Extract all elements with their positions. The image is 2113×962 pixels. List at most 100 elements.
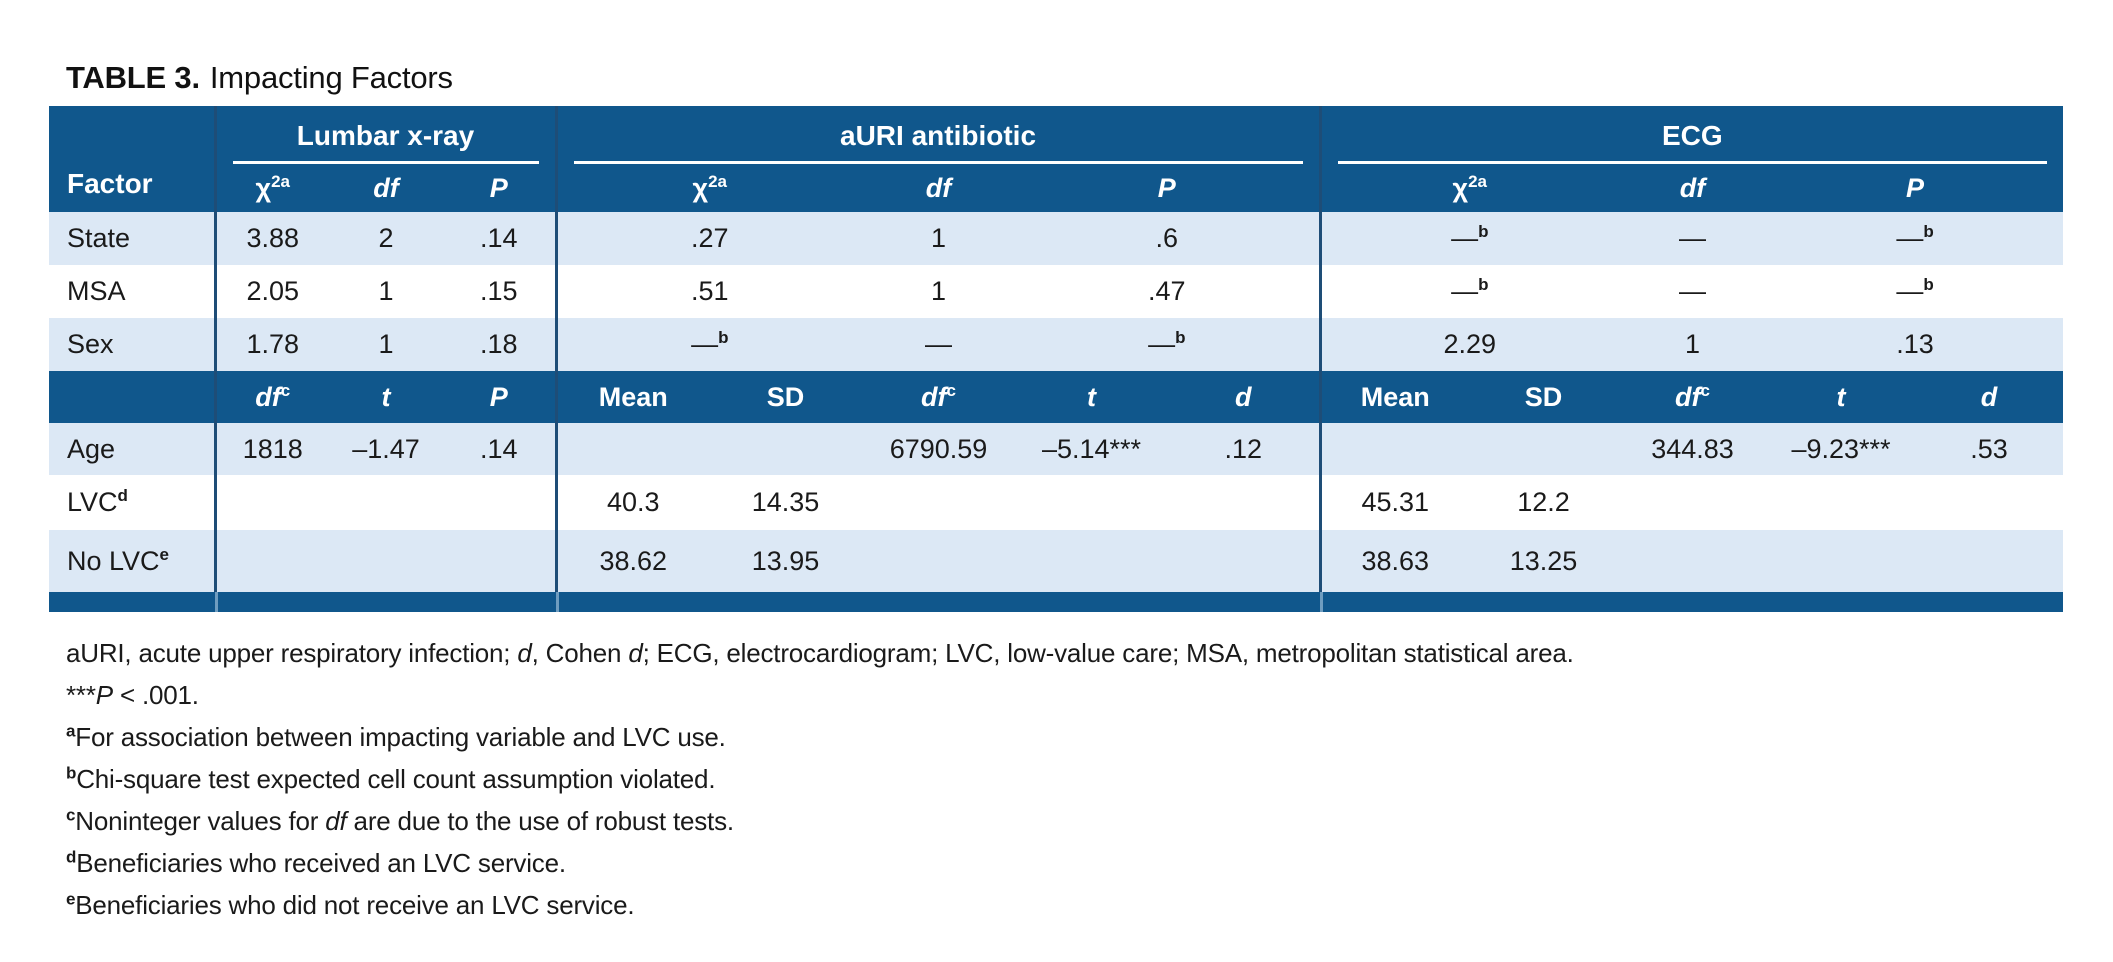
footnote-d: dBeneficiaries who received an LVC servi… (66, 848, 1574, 878)
table-cell (1318, 423, 1470, 475)
header-text: df (921, 381, 947, 412)
column-header-p: P (443, 371, 557, 423)
table-cell: 344.83 (1618, 423, 1768, 475)
table-row-sex: Sex 1.78 1 .18 —b — —b 2.29 1 .13 (49, 318, 2064, 371)
row-label-sex: Sex (49, 318, 215, 371)
superscript: 2a (1468, 171, 1487, 191)
table-cell: –5.14*** (1015, 423, 1169, 475)
table-cell: 1 (329, 265, 443, 318)
row-label-state: State (49, 212, 215, 265)
cell-text: Age (67, 433, 116, 464)
superscript: c (946, 380, 956, 400)
footnote-text: Beneficiaries who did not receive an LVC… (75, 890, 635, 920)
table-cell (1168, 530, 1321, 592)
chi-symbol: χ (1452, 172, 1469, 203)
table-cell (1767, 530, 1916, 592)
table-cell (1618, 475, 1768, 530)
cell-text: .47 (1147, 276, 1186, 306)
table-cell: .51 (554, 265, 863, 318)
table-cell: —b (1318, 265, 1619, 318)
cell-text: .51 (690, 276, 729, 306)
group-header-ecg: ECG (1318, 106, 2064, 164)
superscript: c (1700, 380, 1710, 400)
table-cell (1469, 423, 1619, 475)
table-cell: .53 (1915, 423, 2064, 475)
table-cell: .6 (1015, 212, 1321, 265)
table-cell: 2 (329, 212, 443, 265)
table-cell: 45.31 (1318, 475, 1470, 530)
table-row-state: State 3.88 2 .14 .27 1 .6 —b — —b (49, 212, 2064, 265)
header-text: df (1675, 381, 1701, 412)
footnote-text: Noninteger values for (75, 806, 326, 836)
column-header-d: d (1915, 371, 2064, 423)
table-row-no-lvc: No LVCe 38.62 13.95 38.63 13.25 (49, 530, 2064, 592)
footnote-marker: e (66, 889, 76, 909)
footnote-marker: a (66, 721, 76, 741)
column-header-chi2: χ2a (213, 164, 329, 212)
column-header-chi2: χ2a (1318, 164, 1619, 212)
column-header-p: P (1015, 164, 1321, 212)
cell-text: — (1451, 223, 1479, 253)
superscript: b (1478, 222, 1489, 241)
group-header-auri-antibiotic: aURI antibiotic (554, 106, 1321, 164)
stat-header-row: χ2a df P χ2a df P χ2a df P (49, 164, 2064, 212)
table-row-age: Age 1818 –1.47 .14 6790.59 –5.14*** .12 … (49, 423, 2064, 475)
table-cell: —b (1015, 318, 1321, 371)
column-header-sd: SD (709, 371, 863, 423)
table-cell: 3.88 (213, 212, 329, 265)
table-cell (1767, 475, 1916, 530)
table-cell (1168, 475, 1321, 530)
table-cell: 13.25 (1469, 530, 1619, 592)
footnote-marker: b (66, 763, 77, 783)
bottom-bar-tick (1320, 592, 1323, 612)
empty-header-cell (49, 371, 215, 423)
group-header-row: Factor Lumbar x-ray aURI antibiotic ECG (49, 106, 2064, 212)
footnote-abbreviations: aURI, acute upper respiratory infection;… (66, 640, 1574, 667)
column-header-d: d (1168, 371, 1321, 423)
column-header-chi2: χ2a (554, 164, 863, 212)
column-header-sd: SD (1469, 371, 1619, 423)
table-cell: –9.23*** (1767, 423, 1916, 475)
superscript: 2a (271, 171, 290, 191)
table-row-lvc: LVCd 40.3 14.35 45.31 12.2 (49, 475, 2064, 530)
table-cell: .14 (443, 212, 557, 265)
table-cell (1618, 530, 1768, 592)
table-cell (213, 475, 329, 530)
table-cell (329, 530, 443, 592)
column-header-t: t (1767, 371, 1916, 423)
footnote-e: eBeneficiaries who did not receive an LV… (66, 889, 1574, 920)
cell-text: 2.29 (1443, 329, 1497, 359)
table-cell: 1 (862, 212, 1016, 265)
table-cell (1015, 475, 1169, 530)
cell-text: No LVC (67, 545, 160, 576)
superscript: b (1175, 328, 1186, 347)
table-cell (862, 475, 1016, 530)
cell-text: LVC (67, 487, 118, 517)
superscript: d (117, 486, 128, 505)
column-header-df: dfc (862, 371, 1016, 423)
table-cell: 13.95 (709, 530, 863, 592)
table-cell: .47 (1015, 265, 1321, 318)
footnote-text-italic: d (517, 638, 532, 668)
column-header-mean: Mean (554, 371, 710, 423)
column-header-t: t (1015, 371, 1169, 423)
table-cell: 1 (329, 318, 443, 371)
cell-text: .6 (1155, 223, 1179, 253)
footnote-text: *** (66, 680, 96, 710)
column-header-p: P (1767, 164, 2064, 212)
table-cell: —b (554, 318, 863, 371)
group-label: Lumbar x-ray (232, 107, 539, 164)
group-label: ECG (1337, 107, 2048, 164)
cell-text: — (691, 329, 719, 359)
table-cell: 2.05 (213, 265, 329, 318)
table-cell: — (1618, 265, 1768, 318)
table-cell (862, 530, 1016, 592)
impacting-factors-table: Factor Lumbar x-ray aURI antibiotic ECG … (49, 106, 2064, 612)
footnote-text: Beneficiaries who received an LVC servic… (76, 848, 566, 878)
cell-text: — (1451, 276, 1479, 306)
table-title-prefix: TABLE 3. (66, 60, 200, 95)
superscript: c (280, 380, 291, 400)
table-cell: 1 (862, 265, 1016, 318)
superscript: e (159, 544, 170, 564)
